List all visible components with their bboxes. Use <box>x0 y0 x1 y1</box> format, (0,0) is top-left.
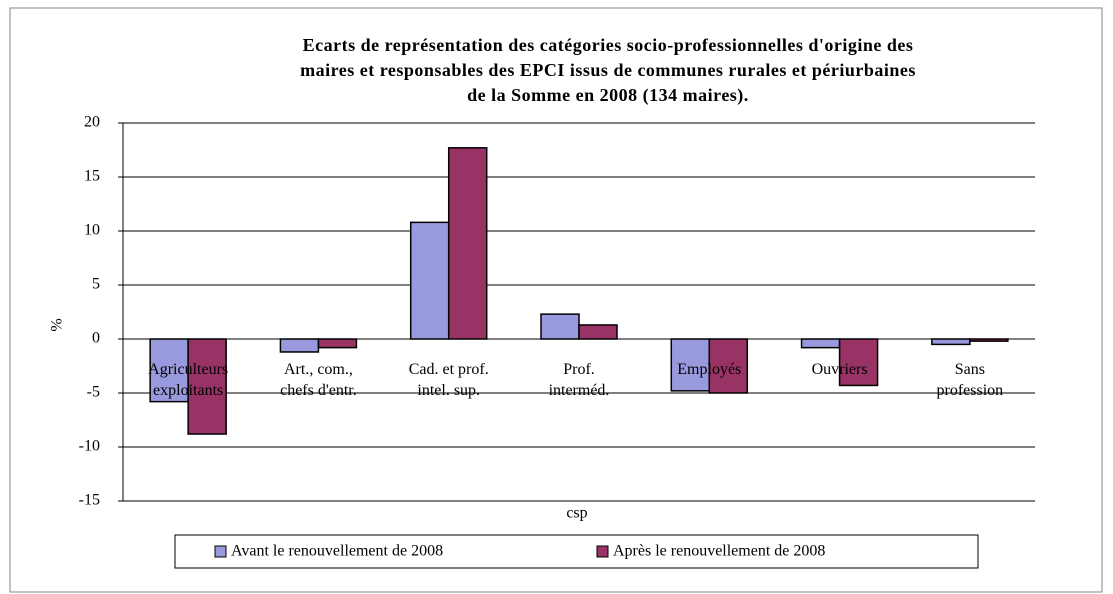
bar <box>409 221 450 340</box>
bar <box>838 338 879 387</box>
y-tick-label: -10 <box>79 438 100 455</box>
x-tick-label: Ouvriers <box>812 361 868 378</box>
bar <box>447 147 488 340</box>
legend-label: Après le renouvellement de 2008 <box>613 543 825 560</box>
legend-label: Avant le renouvellement de 2008 <box>231 543 443 560</box>
chart-title: Ecarts de représentation des catégories … <box>303 35 914 55</box>
y-tick-label: -15 <box>79 492 100 509</box>
bar <box>279 338 320 353</box>
chart-title: maires et responsables des EPCI issus de… <box>300 60 916 80</box>
x-tick-label: Sans profession <box>937 361 1004 399</box>
y-axis-label: % <box>49 318 66 331</box>
x-tick-label: Art., com., chefs d'entr. <box>280 361 357 399</box>
bar <box>578 324 618 340</box>
x-tick-label: Agriculteurs exploitants <box>148 361 228 399</box>
bar <box>969 338 1009 342</box>
x-tick-label: Employés <box>677 361 741 378</box>
bar <box>317 338 358 349</box>
y-tick-label: 0 <box>92 330 100 347</box>
y-tick-label: 10 <box>84 222 100 239</box>
bar <box>187 338 227 435</box>
bar <box>708 338 749 394</box>
legend-swatch <box>596 545 609 558</box>
bar <box>800 338 841 349</box>
y-tick-label: 5 <box>92 276 100 293</box>
y-tick-label: 20 <box>84 114 100 131</box>
x-axis-label: csp <box>566 505 587 522</box>
chart-frame <box>9 7 1103 593</box>
y-tick-label: 15 <box>84 168 100 185</box>
bar <box>540 313 580 340</box>
chart-title: de la Somme en 2008 (134 maires). <box>467 85 749 106</box>
y-tick-label: -5 <box>87 384 100 401</box>
bar <box>931 338 971 346</box>
legend-box <box>174 534 979 569</box>
x-tick-label: Cad. et prof. intel. sup. <box>409 361 489 399</box>
legend-swatch <box>214 545 227 558</box>
x-tick-label: Prof. interméd. <box>549 361 610 399</box>
